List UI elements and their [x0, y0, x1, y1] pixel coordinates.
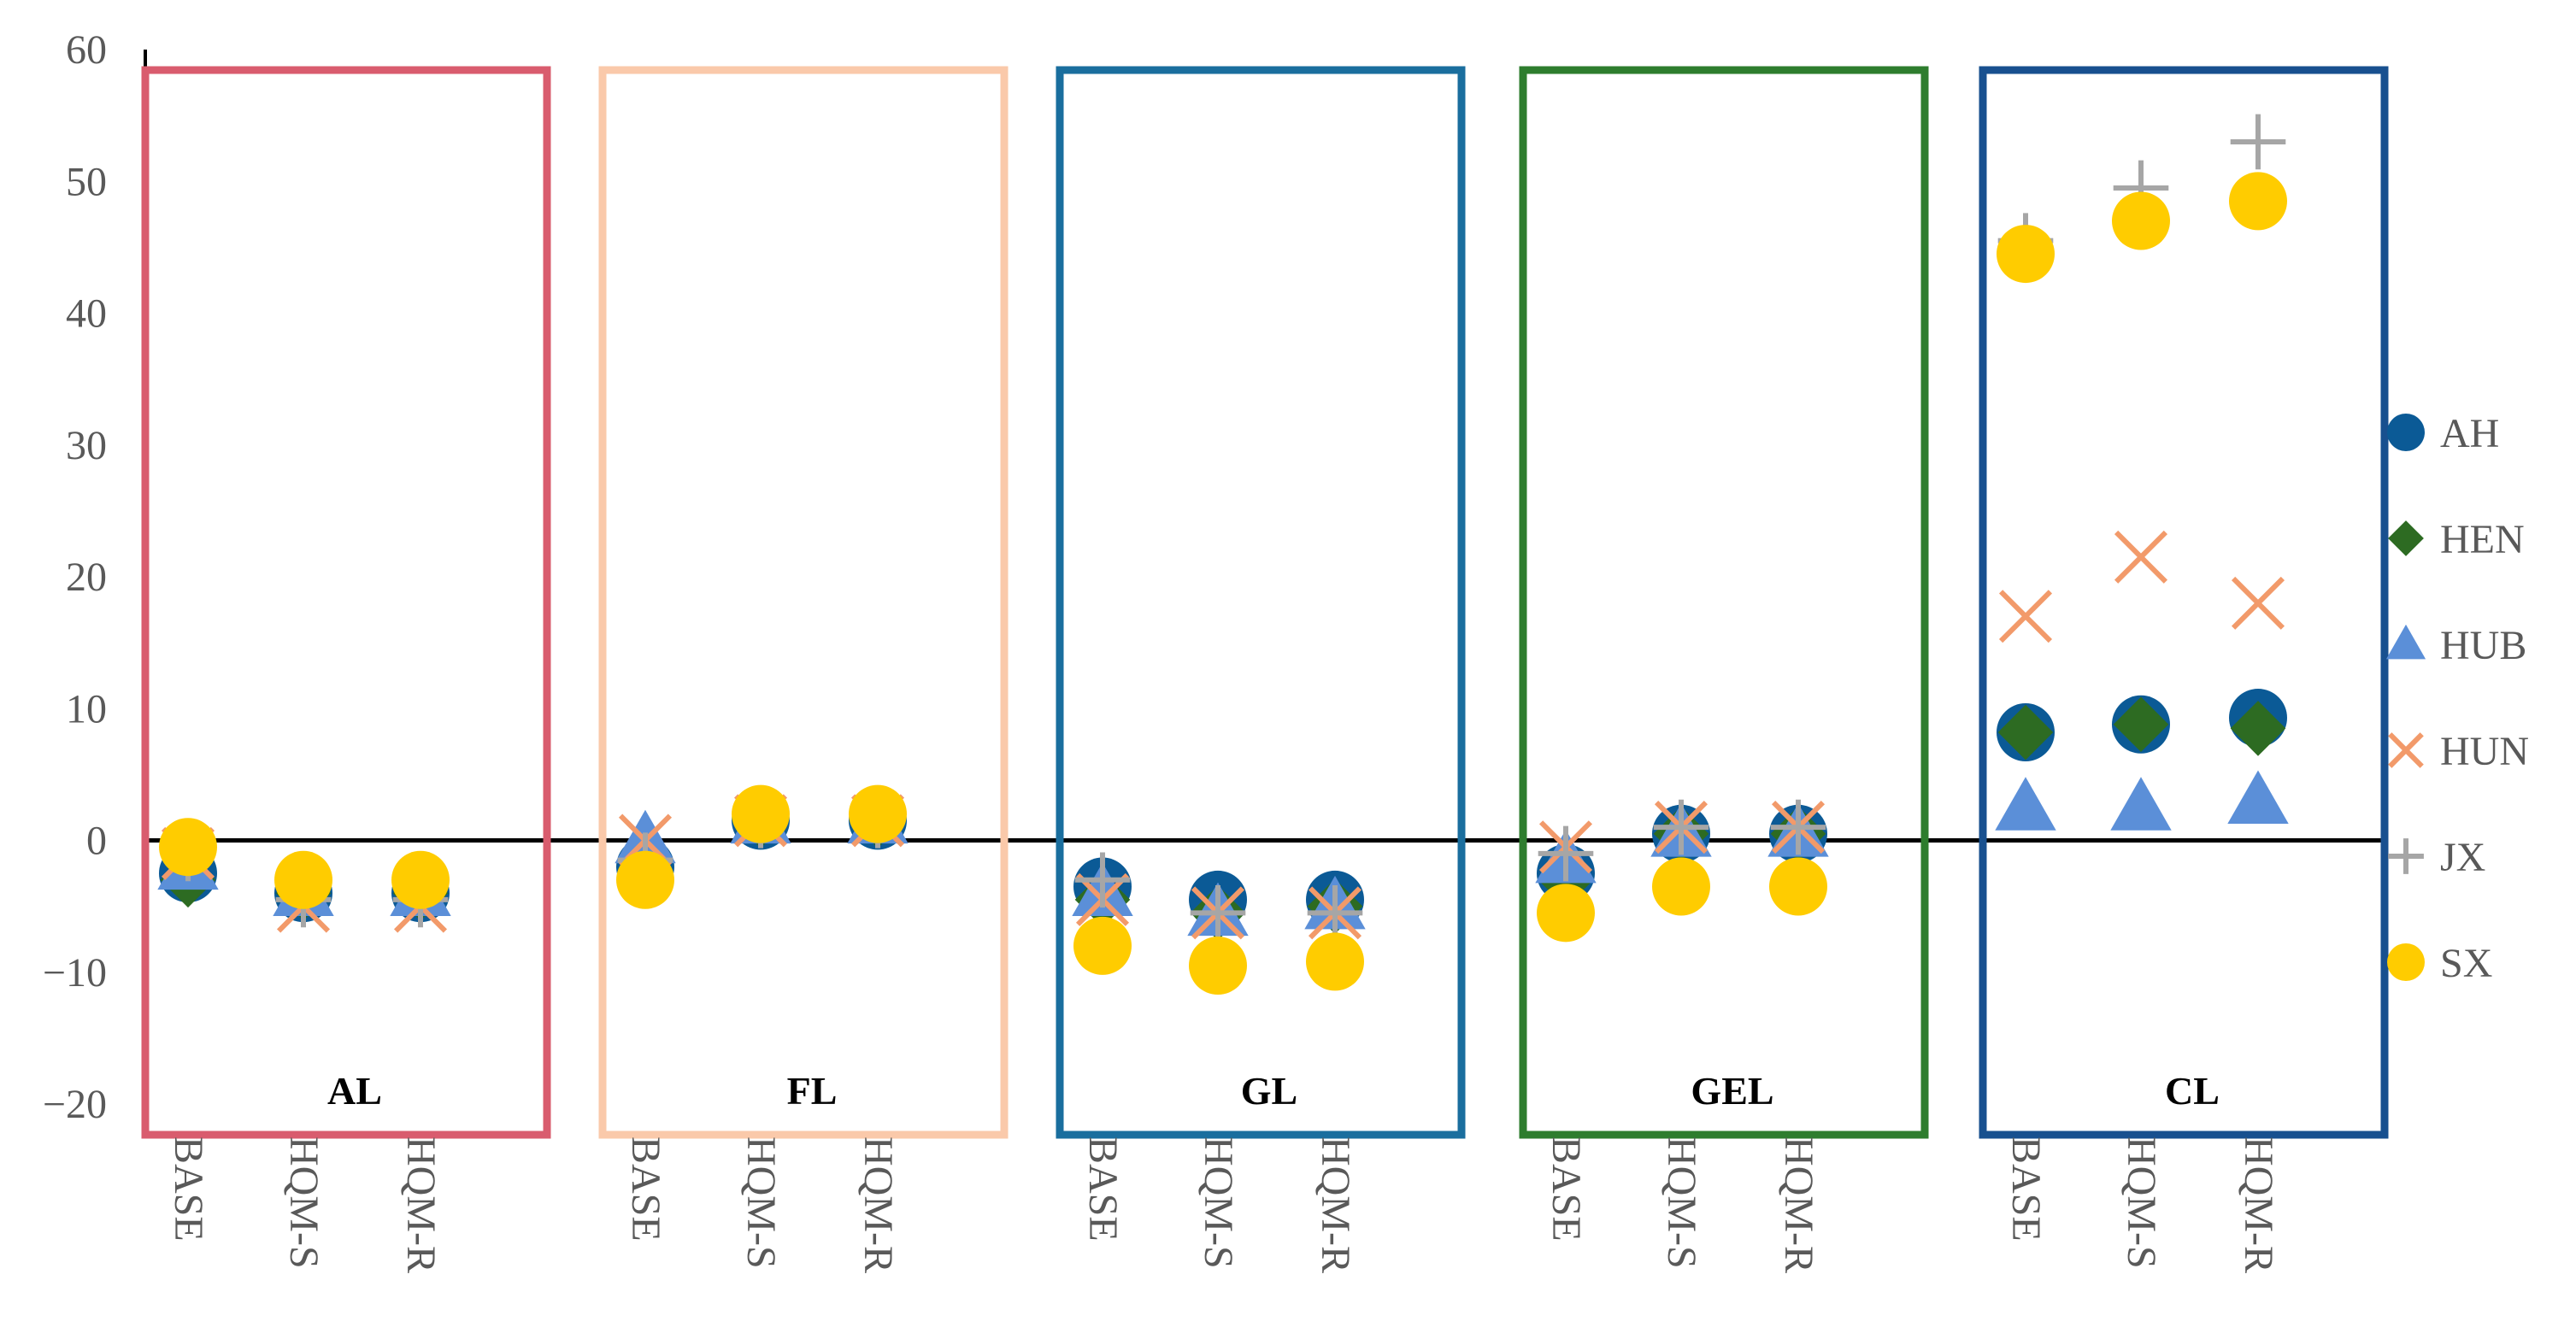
- x-category-label: HQM-R: [856, 1136, 901, 1273]
- x-category-label: BASE: [166, 1136, 211, 1242]
- point-jx-gl-hqm-r: [1307, 885, 1363, 941]
- y-tick-label: 20: [66, 555, 107, 600]
- point-sx-al-hqm-r: [391, 850, 450, 909]
- x-category-label: HQM-R: [1776, 1136, 1821, 1273]
- legend-marker-ah: [2387, 414, 2425, 451]
- group-label: CL: [2165, 1069, 2220, 1113]
- y-tick-label: 50: [66, 159, 107, 204]
- x-category-label: HQM-R: [2236, 1136, 2281, 1273]
- point-hen-cl-hqm-r: [2230, 701, 2286, 756]
- point-sx-gl-base: [1073, 916, 1132, 975]
- point-sx-al-hqm-s: [274, 850, 332, 909]
- point-sx-cl-hqm-r: [2229, 172, 2287, 231]
- y-tick-label: 10: [66, 686, 107, 731]
- legend-label: JX: [2440, 835, 2485, 880]
- legend-label: HUB: [2440, 623, 2526, 668]
- group-frame-cl: [1979, 66, 2389, 1139]
- y-tick-label: 40: [66, 291, 107, 337]
- point-jx-gl-hqm-s: [1190, 885, 1246, 941]
- point-hun-cl-hqm-s: [2114, 530, 2168, 584]
- point-sx-fl-hqm-r: [849, 784, 907, 843]
- point-hub-cl-hqm-r: [2227, 770, 2289, 824]
- group-frame-gl: [1056, 66, 1466, 1139]
- point-sx-gel-hqm-r: [1769, 857, 1827, 916]
- x-category-label: HQM-R: [1313, 1136, 1358, 1273]
- x-category-label: HQM-S: [281, 1136, 326, 1269]
- point-sx-gl-hqm-r: [1306, 932, 1364, 991]
- group-label: GEL: [1691, 1069, 1773, 1113]
- point-sx-fl-base: [616, 850, 674, 909]
- x-category-label: HQM-S: [2119, 1136, 2164, 1269]
- point-sx-fl-hqm-s: [732, 784, 790, 843]
- point-jx-cl-hqm-r: [2230, 114, 2286, 170]
- x-category-label: HQM-R: [398, 1136, 444, 1273]
- point-hen-cl-hqm-s: [2113, 696, 2169, 753]
- point-jx-gel-hqm-s: [1653, 799, 1709, 855]
- group-label: GL: [1241, 1069, 1297, 1113]
- group-frame-gel: [1519, 66, 1929, 1139]
- legend-marker-jx: [2388, 838, 2424, 874]
- y-tick-label: 60: [66, 27, 107, 73]
- x-category-label: BASE: [1544, 1136, 1589, 1242]
- point-hub-cl-hqm-s: [2110, 777, 2172, 831]
- legend-marker-sx: [2387, 943, 2425, 981]
- x-category-label: BASE: [623, 1136, 668, 1242]
- point-sx-gel-base: [1537, 884, 1595, 943]
- point-hun-cl-hqm-r: [2231, 576, 2285, 630]
- group-label: AL: [327, 1069, 382, 1113]
- legend-label: HEN: [2440, 517, 2525, 562]
- point-jx-gel-base: [1538, 825, 1594, 882]
- point-jx-gel-hqm-r: [1770, 799, 1826, 855]
- x-category-label: HQM-S: [1659, 1136, 1704, 1269]
- x-category-label: BASE: [1080, 1136, 1126, 1242]
- legend-label: AH: [2440, 411, 2499, 456]
- point-sx-cl-base: [1997, 225, 2055, 284]
- point-hen-cl-base: [1997, 704, 2054, 761]
- legend-marker-hen: [2388, 520, 2424, 556]
- point-sx-gel-hqm-s: [1652, 857, 1710, 916]
- group-frame-al: [141, 66, 551, 1139]
- point-hub-cl-base: [1995, 777, 2056, 831]
- legend-label: SX: [2440, 941, 2492, 986]
- x-category-label: HQM-S: [738, 1136, 784, 1269]
- point-jx-gl-base: [1074, 852, 1131, 908]
- point-sx-al-base: [159, 818, 217, 877]
- x-category-label: HQM-S: [1196, 1136, 1241, 1269]
- y-tick-label: −20: [43, 1082, 107, 1127]
- y-tick-label: −10: [43, 950, 107, 995]
- legend-marker-hun: [2388, 732, 2424, 768]
- y-tick-label: 0: [86, 819, 107, 864]
- point-sx-cl-hqm-s: [2112, 191, 2170, 250]
- group-frame-fl: [598, 66, 1009, 1139]
- x-category-label: BASE: [2003, 1136, 2049, 1242]
- y-tick-label: 30: [66, 423, 107, 468]
- point-hun-cl-base: [1998, 590, 2053, 643]
- point-sx-gl-hqm-s: [1189, 937, 1247, 995]
- group-label: FL: [787, 1069, 838, 1113]
- legend-label: HUN: [2440, 729, 2529, 774]
- legend-marker-hub: [2385, 624, 2426, 660]
